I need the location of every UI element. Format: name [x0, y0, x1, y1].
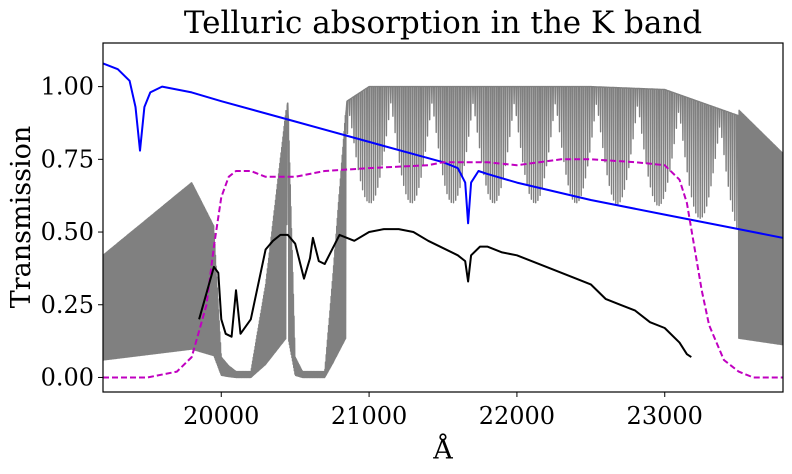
x-tick-label: 22000: [479, 402, 555, 430]
ticks-layer: 20000 21000 22000 23000 0.00 0.25 0.50 0.75 1.00: [41, 73, 703, 430]
y-tick-label: 0.00: [41, 363, 94, 391]
series-layer: [103, 62, 783, 379]
plot-frame: [102, 42, 784, 393]
series-line-4: [198, 228, 692, 358]
series-line-3: [103, 158, 783, 379]
y-axis-label: Transmission: [6, 126, 37, 309]
x-tick-label: 23000: [627, 402, 703, 430]
series-line-2: [103, 62, 783, 239]
y-tick-label: 0.25: [41, 291, 94, 319]
series-line-1: [103, 85, 783, 379]
x-axis-label: Å: [432, 433, 453, 466]
y-tick-label: 0.50: [41, 218, 94, 246]
y-tick-label: 1.00: [41, 73, 94, 101]
chart-title: Telluric absorption in the K band: [184, 5, 702, 41]
x-tick-label: 21000: [331, 402, 407, 430]
x-tick-label: 20000: [183, 402, 259, 430]
y-tick-label: 0.75: [41, 145, 94, 173]
